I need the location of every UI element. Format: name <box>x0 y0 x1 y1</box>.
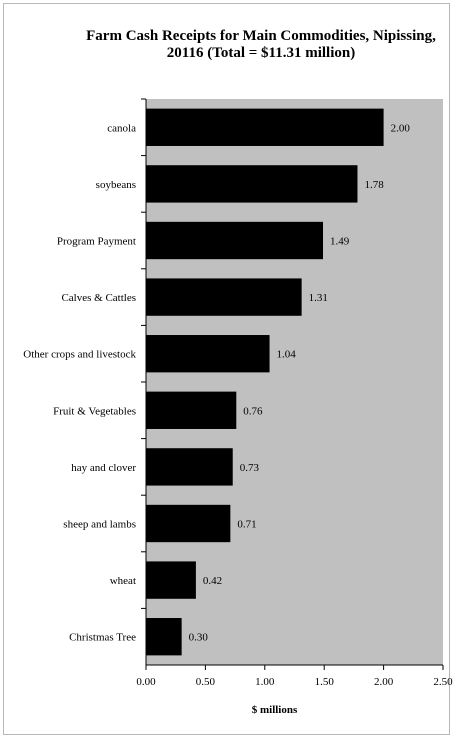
data-label: 0.76 <box>243 405 263 417</box>
bar <box>146 448 233 486</box>
category-label: sheep and lambs <box>63 519 136 531</box>
chart-title-line-1: Farm Cash Receipts for Main Commodities,… <box>86 28 436 44</box>
bar <box>146 391 237 429</box>
bar <box>146 335 270 373</box>
category-label: canola <box>107 122 136 134</box>
category-label: Fruit & Vegetables <box>53 405 136 417</box>
bar <box>146 108 384 146</box>
chart-title: Farm Cash Receipts for Main Commodities,… <box>76 28 446 62</box>
category-label: Program Payment <box>57 236 136 248</box>
bar <box>146 504 231 543</box>
data-label: 1.49 <box>330 236 350 248</box>
bar <box>146 278 302 316</box>
category-label: soybeans <box>96 179 136 191</box>
category-label: wheat <box>110 575 136 587</box>
x-tick-label: 2.50 <box>433 676 453 688</box>
data-label: 0.73 <box>240 462 260 474</box>
category-label: hay and clover <box>71 462 136 474</box>
data-label: 0.71 <box>237 519 256 531</box>
data-label: 0.42 <box>203 575 222 587</box>
bar <box>146 165 358 203</box>
bar <box>146 561 196 599</box>
bar <box>146 618 182 656</box>
chart-title-line-2: 20116 (Total = $11.31 million) <box>166 45 356 61</box>
x-axis-title: $ millions <box>252 704 298 716</box>
data-label: 1.04 <box>277 349 297 361</box>
data-label: 1.31 <box>309 292 328 304</box>
data-label: 0.30 <box>189 632 209 644</box>
category-label: Calves & Cattles <box>61 292 136 304</box>
bar <box>146 221 324 260</box>
data-label: 1.78 <box>364 179 384 191</box>
x-tick-label: 2.00 <box>374 676 394 688</box>
x-tick-label: 0.50 <box>196 676 216 688</box>
x-tick-label: 0.00 <box>136 676 156 688</box>
category-label: Christmas Tree <box>69 632 136 644</box>
data-label: 2.00 <box>391 122 411 134</box>
category-label: Other crops and livestock <box>23 349 136 361</box>
x-tick-label: 1.00 <box>255 676 275 688</box>
x-tick-label: 1.50 <box>315 676 335 688</box>
